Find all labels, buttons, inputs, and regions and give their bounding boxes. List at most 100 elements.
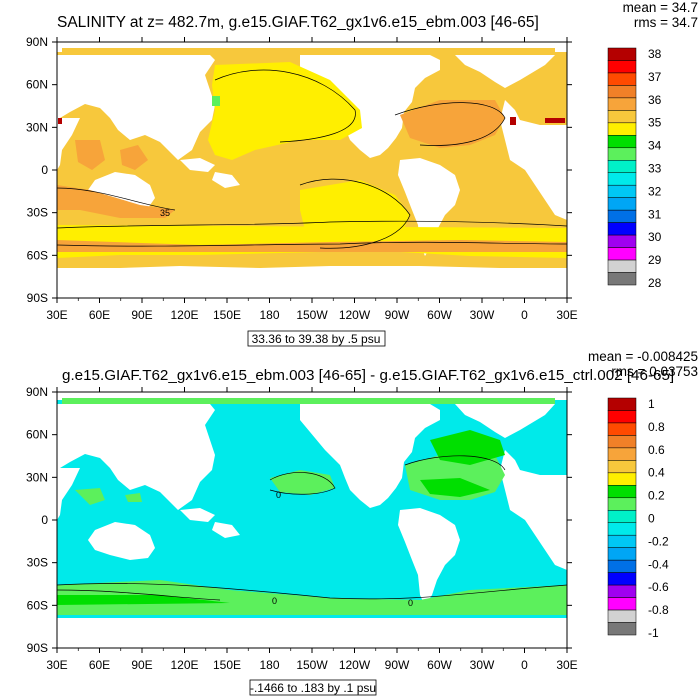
x-tick-label: 30E: [556, 658, 577, 672]
colorbar-swatch: [607, 209, 637, 223]
colorbar-swatch: [607, 497, 637, 511]
x-tick-label: 0: [521, 308, 528, 322]
panel-2-contour-info: -.1466 to .183 by .1 psu: [250, 681, 376, 695]
x-tick-label: 0: [521, 658, 528, 672]
x-tick-label: 180: [259, 658, 279, 672]
x-tick-label: 60W: [427, 658, 452, 672]
x-tick-label: 60W: [427, 308, 452, 322]
colorbar-swatch: [607, 522, 637, 536]
y-tick-label: 60S: [27, 598, 48, 612]
p1-greenland: [455, 55, 555, 88]
panel-1-colorbar: 38 37 36 35 34 33 32 31 30 29 28: [607, 47, 662, 290]
colorbar-swatch: [607, 110, 637, 124]
y-tick-label: 90S: [27, 641, 48, 655]
colorbar-swatch: [607, 422, 637, 436]
p1-north-america: [300, 55, 440, 158]
colorbar-swatch: [607, 397, 637, 411]
x-tick-label: 90W: [385, 658, 410, 672]
colorbar-swatch: [607, 234, 637, 248]
p2-contour-label-1: 0: [276, 490, 281, 500]
panel-1-map: 35: [57, 42, 567, 298]
panel-2-colorbar: 1 0.8 0.6 0.4 0.2 0 -0.2 -0.4 -0.6 -0.8 -1: [607, 397, 669, 640]
panel-2-contour-info-box: [249, 679, 377, 696]
colorbar-swatch: [607, 435, 637, 449]
panel-difference: g.e15.GIAF.T62_gx1v6.e15_ebm.003 [46-65]…: [26, 349, 698, 696]
colorbar-swatch: [607, 47, 637, 61]
p1-eurasia: [57, 55, 215, 160]
colorbar-label: 1: [648, 397, 655, 411]
colorbar-label: 32: [648, 184, 662, 198]
y-tick-label: 30S: [27, 206, 48, 220]
colorbar-swatch: [607, 572, 637, 586]
colorbar-label: 34: [648, 139, 662, 153]
colorbar-swatch: [607, 510, 637, 523]
p2-contour-label-2: 0: [272, 596, 277, 606]
x-tick-label: 60E: [89, 308, 110, 322]
colorbar-swatch: [607, 609, 637, 623]
y-tick-label: 90N: [26, 385, 48, 399]
colorbar-swatch: [607, 472, 637, 486]
y-tick-label: 0: [41, 513, 48, 527]
panel-1-title: SALINITY at z= 482.7m, g.e15.GIAF.T62_gx…: [57, 14, 539, 31]
p2-eurasia: [57, 404, 215, 510]
y-tick-label: 90N: [26, 35, 48, 49]
p2-antarctica: [57, 618, 567, 648]
p2-north-america: [300, 404, 440, 508]
colorbar-label: 29: [648, 253, 662, 267]
colorbar-swatch: [607, 172, 637, 186]
colorbar-swatch: [607, 559, 637, 573]
colorbar-swatch: [607, 485, 637, 499]
p1-antarctica: [57, 268, 567, 298]
colorbar-swatch: [607, 197, 637, 211]
panel-1-contour-info-box: [247, 330, 386, 347]
x-tick-label: 60E: [89, 658, 110, 672]
colorbar-swatch: [607, 222, 637, 236]
colorbar-swatch: [607, 410, 637, 424]
colorbar-label: -1: [648, 626, 659, 640]
panel-2-axes: 30E 60E 90E 120E 150E 180 150W 120W 90W 60W 30W 0 30…: [26, 385, 578, 672]
y-tick-label: 60S: [27, 248, 48, 262]
x-tick-label: 120W: [339, 658, 371, 672]
panel-2-map: 0 0 0: [57, 392, 567, 648]
colorbar-label: 33: [648, 162, 662, 176]
colorbar-label: 38: [648, 47, 662, 61]
x-tick-label: 120E: [170, 658, 198, 672]
colorbar-label: 0.6: [648, 443, 665, 457]
p1-contours: [57, 69, 567, 249]
colorbar-swatch: [607, 97, 637, 111]
colorbar-swatch: [607, 85, 637, 99]
colorbar-label: 36: [648, 93, 662, 107]
colorbar-swatch: [607, 584, 637, 598]
colorbar-swatch: [607, 259, 637, 273]
x-tick-label: 120E: [170, 308, 198, 322]
x-tick-label: 90E: [131, 658, 152, 672]
p1-africa: [57, 118, 80, 170]
colorbar-label: 35: [648, 116, 662, 130]
colorbar-swatch: [607, 597, 637, 611]
panel-2-title: g.e15.GIAF.T62_gx1v6.e15_ebm.003 [46-65]…: [62, 367, 674, 384]
y-tick-label: 30S: [27, 556, 48, 570]
colorbar-label: 31: [648, 207, 662, 221]
colorbar-swatch: [607, 534, 637, 548]
x-tick-label: 90E: [131, 308, 152, 322]
p2-greenland: [455, 404, 555, 438]
colorbar-label: 0: [648, 512, 655, 526]
x-tick-label: 150E: [213, 308, 241, 322]
colorbar-swatch: [607, 60, 637, 74]
colorbar-label: 0.2: [648, 489, 665, 503]
colorbar-swatch: [607, 72, 637, 86]
x-tick-label: 180: [259, 308, 279, 322]
x-tick-label: 120W: [339, 308, 371, 322]
panel-salinity: SALINITY at z= 482.7m, g.e15.GIAF.T62_gx…: [26, 0, 698, 347]
colorbar-swatch: [607, 247, 637, 261]
panel-1-contour-info: 33.36 to 39.38 by .5 psu: [252, 332, 381, 346]
colorbar-swatch: [607, 447, 637, 461]
x-tick-label: 30W: [470, 308, 495, 322]
p2-contours: [57, 455, 567, 601]
p1-europe-africa: [500, 100, 567, 220]
y-tick-label: 90S: [27, 291, 48, 305]
colorbar-label: 30: [648, 230, 662, 244]
panel-1-axes: 30E 60E 90E 120E 150E 180 150W 120W 90W 60W 30W 0 30…: [26, 35, 578, 322]
colorbar-label: -0.2: [648, 534, 669, 548]
